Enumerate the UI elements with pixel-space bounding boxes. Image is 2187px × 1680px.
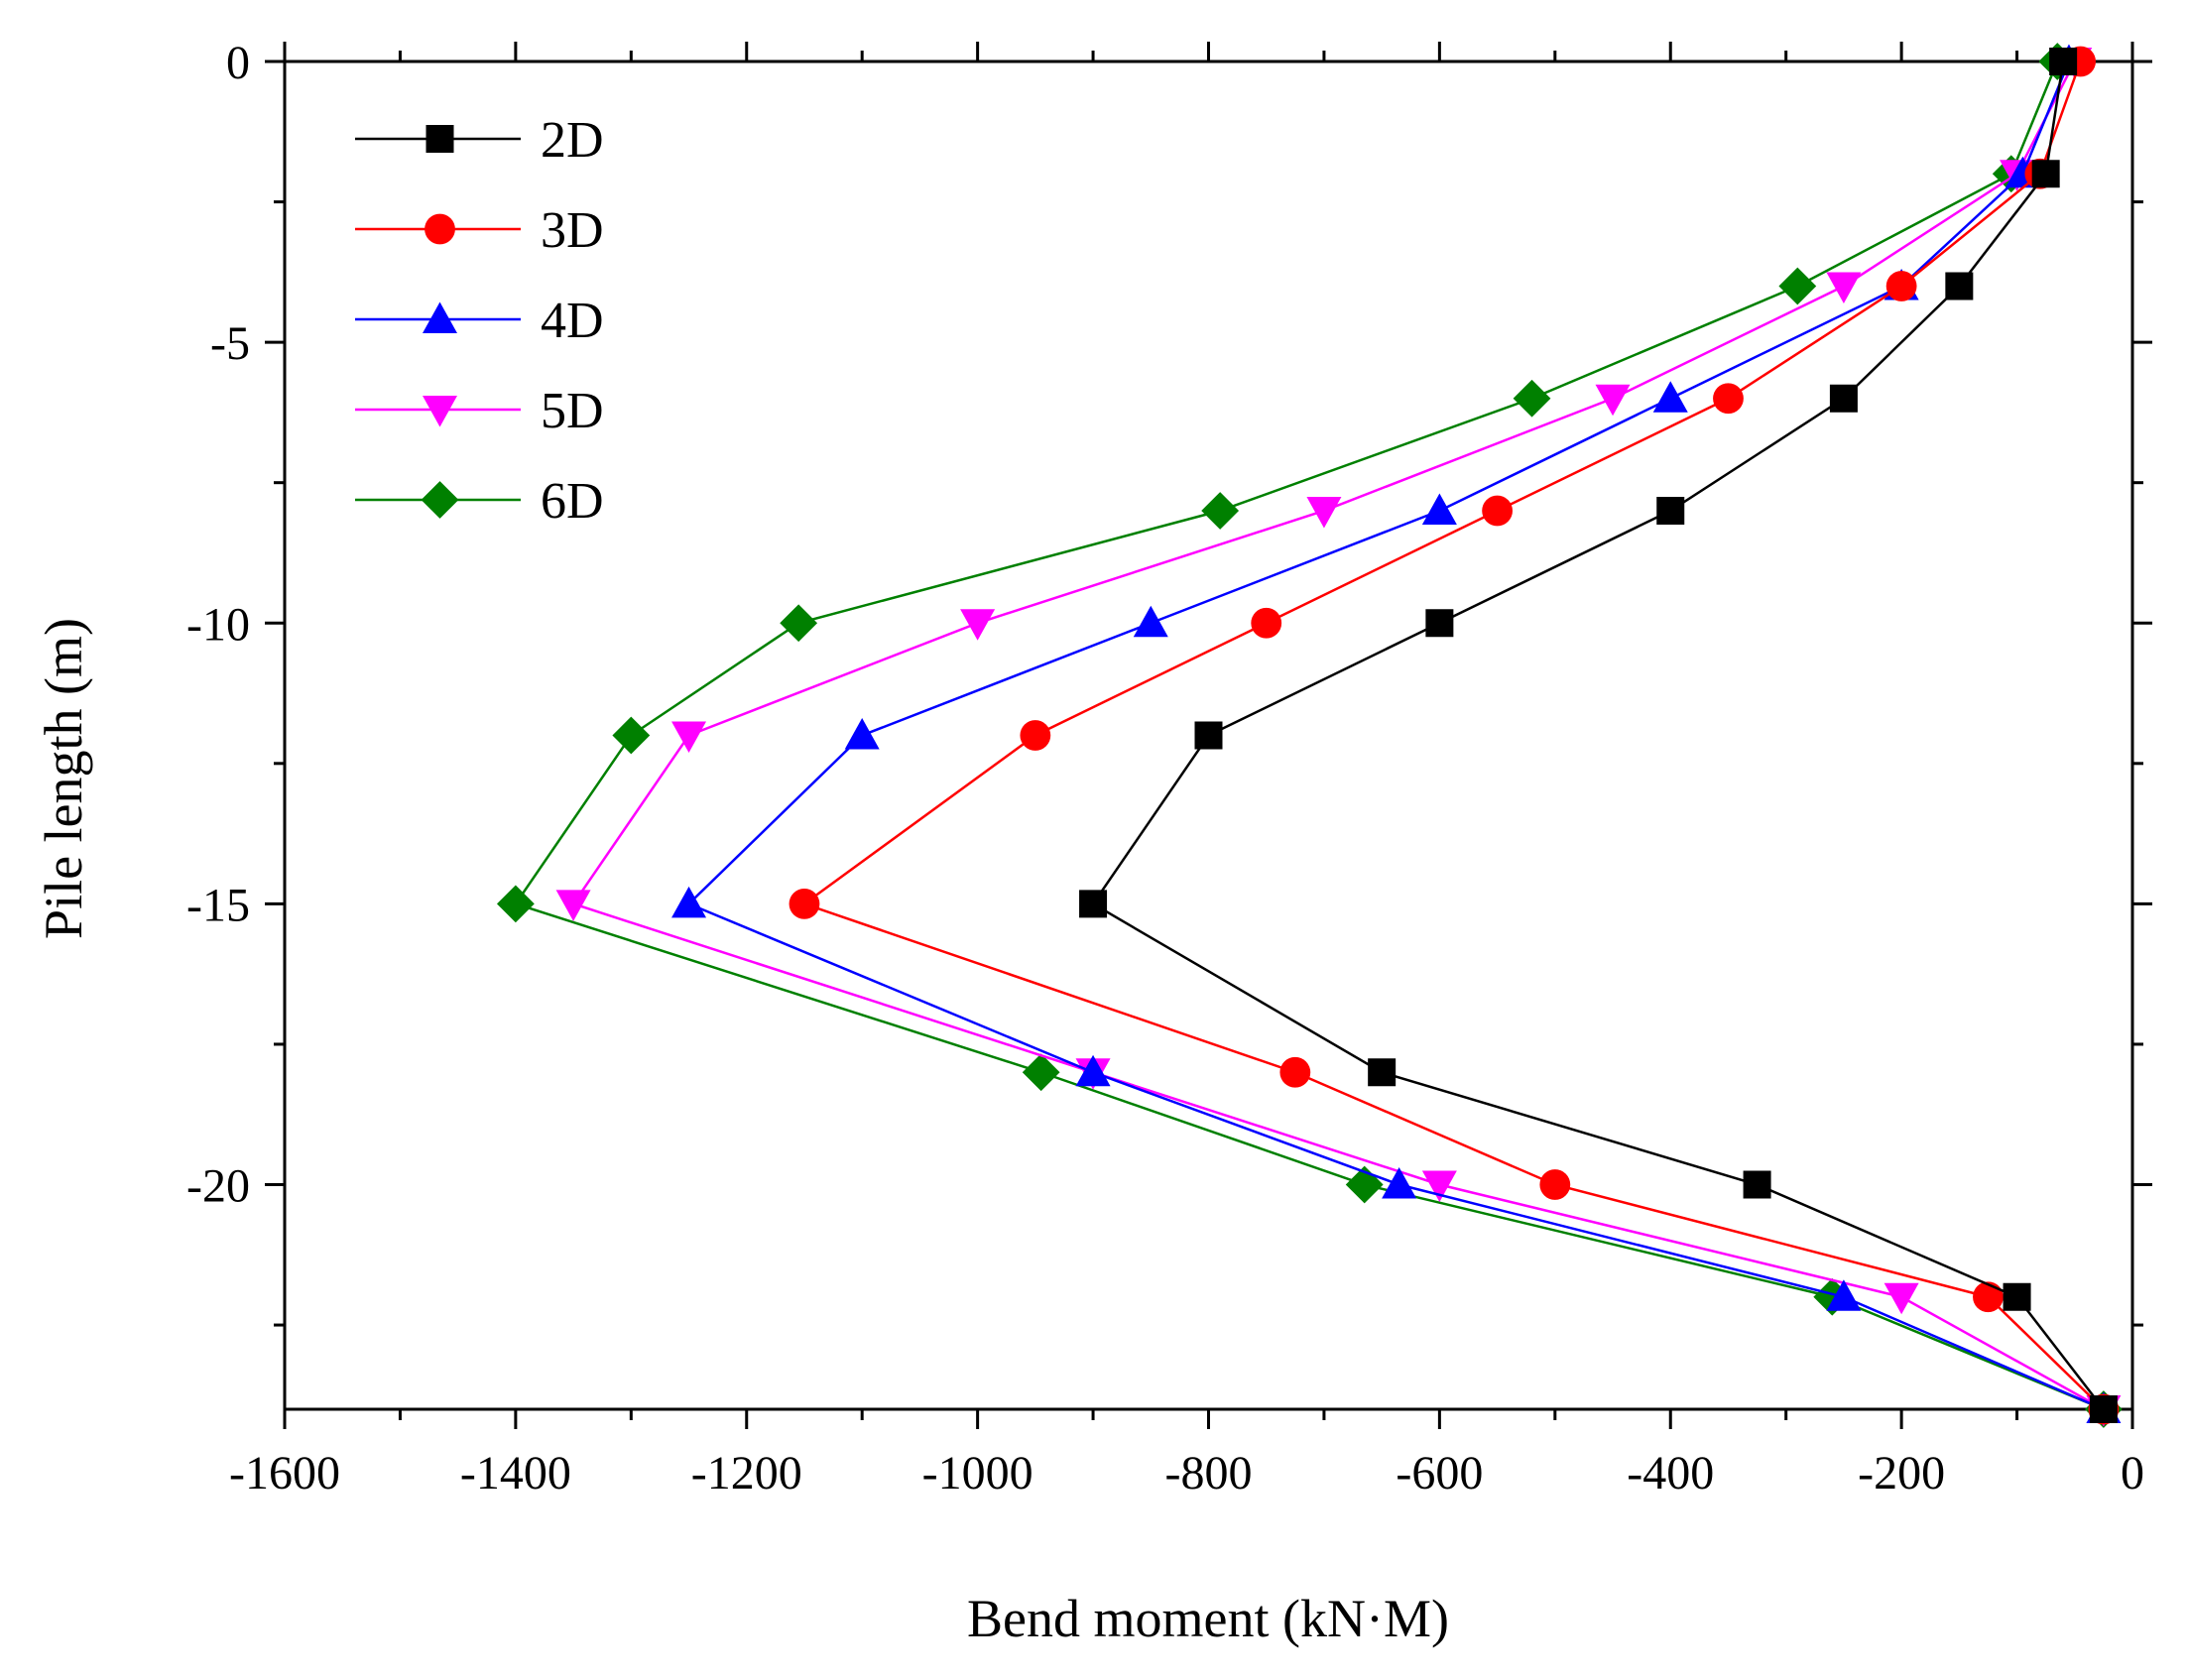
series-6D: [496, 43, 2123, 1428]
x-tick-label: -800: [1165, 1447, 1253, 1500]
data-point-4D: [1652, 381, 1688, 413]
x-tick-label: -1600: [229, 1447, 340, 1500]
data-point-2D: [2089, 1395, 2118, 1423]
series-line-4D: [686, 60, 2105, 1411]
data-point-6D: [1201, 492, 1240, 530]
data-point-4D: [671, 886, 707, 918]
data-point-5D: [1421, 1170, 1457, 1202]
legend-label: 3D: [541, 202, 604, 259]
data-point-3D: [1713, 383, 1744, 415]
legend-marker-6D: [421, 481, 459, 519]
data-point-5D: [1595, 384, 1631, 417]
legend-item-4D: 4D: [355, 293, 604, 349]
data-point-6D: [496, 885, 535, 923]
data-point-3D: [1251, 607, 1282, 639]
x-tick-label: -600: [1396, 1447, 1483, 1500]
x-tick-label: -200: [1858, 1447, 1945, 1500]
data-point-2D: [1079, 890, 1108, 918]
y-tick-label: -5: [210, 317, 250, 370]
data-point-6D: [1778, 267, 1817, 305]
legend-label: 6D: [541, 473, 604, 530]
data-point-6D: [1513, 379, 1551, 418]
series-5D: [555, 48, 2122, 1427]
legend-label: 4D: [541, 293, 604, 349]
data-point-3D: [1973, 1281, 2004, 1313]
x-tick-label: 0: [2121, 1447, 2144, 1500]
data-point-3D: [789, 888, 820, 919]
data-point-5D: [1826, 272, 1862, 303]
data-point-6D: [1022, 1053, 1060, 1092]
data-point-4D: [1382, 1167, 1417, 1199]
data-point-3D: [1482, 495, 1513, 527]
series-layer: [496, 43, 2123, 1428]
legend-marker-3D: [425, 213, 455, 245]
legend-marker-5D: [423, 396, 457, 427]
data-point-5D: [1306, 497, 1342, 529]
legend-item-5D: 5D: [355, 383, 604, 439]
series-line-5D: [571, 60, 2105, 1411]
legend-label: 5D: [541, 383, 604, 439]
data-point-2D: [2049, 48, 2078, 75]
series-line-6D: [513, 60, 2105, 1411]
x-tick-label: -1200: [691, 1447, 802, 1500]
data-point-3D: [1539, 1169, 1571, 1200]
series-line-2D: [1091, 60, 2105, 1410]
series-4D: [671, 44, 2122, 1423]
x-tick-label: -1000: [922, 1447, 1033, 1500]
legend: 2D 3D 4D 5D 6D: [355, 112, 604, 530]
legend-marker-2D: [425, 125, 454, 153]
legend-item-2D: 2D: [355, 112, 604, 169]
data-point-2D: [1194, 721, 1223, 750]
x-tick-label: -400: [1627, 1447, 1714, 1500]
x-tick-label: -1400: [460, 1447, 571, 1500]
x-axis-title: Bend moment (kN·M): [967, 1589, 1449, 1648]
data-point-4D: [1421, 493, 1457, 525]
series-3D: [789, 46, 2120, 1425]
y-tick-label: -10: [186, 598, 250, 651]
legend-marker-4D: [423, 301, 457, 333]
legend-item-6D: 6D: [355, 473, 604, 530]
data-point-2D: [1425, 609, 1454, 638]
data-point-4D: [1133, 605, 1168, 638]
data-point-3D: [1279, 1056, 1311, 1088]
legend-label: 2D: [541, 112, 604, 169]
series-line-3D: [801, 60, 2105, 1410]
data-point-2D: [2003, 1282, 2031, 1311]
data-point-2D: [2031, 160, 2060, 188]
data-point-5D: [671, 721, 707, 753]
data-point-4D: [1826, 1279, 1862, 1311]
data-point-5D: [960, 609, 996, 641]
data-point-4D: [1075, 1054, 1111, 1087]
data-point-2D: [1368, 1058, 1397, 1087]
y-axis: 0 -5 -10 -15 -20: [186, 37, 2152, 1327]
data-point-5D: [555, 890, 591, 921]
data-point-5D: [1883, 1282, 1919, 1315]
legend-item-3D: 3D: [355, 202, 604, 259]
data-point-2D: [1829, 384, 1858, 413]
series-2D: [1079, 48, 2118, 1423]
y-tick-label: -20: [186, 1160, 250, 1213]
data-point-6D: [780, 604, 818, 643]
data-point-4D: [844, 718, 880, 750]
data-point-6D: [612, 716, 651, 755]
y-axis-title: Pile length (m): [34, 618, 93, 939]
data-point-2D: [1945, 272, 1974, 300]
data-point-2D: [1743, 1170, 1771, 1199]
x-axis: -1600 -1400 -1200 -1000 -800 -600 -400 -200 0: [229, 42, 2144, 1500]
data-point-3D: [1020, 720, 1051, 751]
data-point-3D: [1885, 271, 1917, 301]
data-point-2D: [1656, 497, 1685, 525]
y-tick-label: -15: [186, 879, 250, 931]
y-tick-label: 0: [226, 37, 250, 89]
